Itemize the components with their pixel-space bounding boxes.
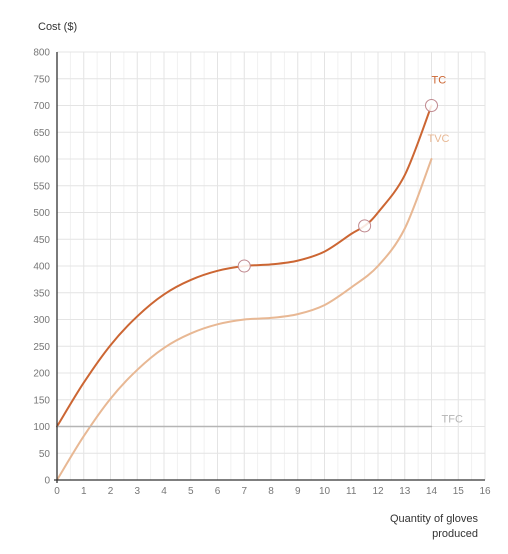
label-layer: TC TVC TFC Quantity of gloves produced	[390, 75, 479, 541]
x-tick-label: 14	[426, 486, 438, 497]
y-tick-label: 0	[44, 476, 50, 487]
tc-line	[56, 104, 433, 428]
grid	[56, 51, 486, 481]
y-tick-label: 50	[39, 449, 51, 460]
x-tick-label: 1	[81, 486, 87, 497]
y-tick-label: 200	[33, 369, 50, 380]
series-layer	[56, 104, 433, 481]
x-tick-label: 12	[372, 486, 384, 497]
tc-marker	[425, 99, 438, 112]
x-tick-label: 6	[215, 486, 221, 497]
x-tick-label: 11	[346, 486, 357, 497]
tfc-label: TFC	[442, 414, 463, 426]
x-tick-label: 7	[241, 486, 247, 497]
y-tick-label: 150	[33, 395, 50, 406]
x-tick-label: 4	[161, 486, 167, 497]
y-tick-label: 750	[33, 74, 50, 85]
y-tick-label: 800	[33, 48, 50, 59]
x-tick-label: 13	[399, 486, 411, 497]
y-tick-label: 550	[33, 181, 50, 192]
y-tick-label: 400	[33, 262, 50, 273]
x-tick-label: 2	[108, 486, 114, 497]
x-tick-label: 10	[319, 486, 331, 497]
y-tick-label: 250	[33, 342, 50, 353]
y-tick-label: 650	[33, 128, 50, 139]
x-axis-title-line1: Quantity of gloves	[390, 513, 479, 525]
y-tick-label: 700	[33, 101, 50, 112]
x-tick-label: 8	[268, 486, 274, 497]
tvc-label: TVC	[428, 133, 450, 145]
y-tick-label: 300	[33, 315, 50, 326]
tc-label: TC	[432, 75, 447, 87]
x-tick-label: 5	[188, 486, 194, 497]
x-tick-label: 15	[453, 486, 465, 497]
x-tick-label: 9	[295, 486, 301, 497]
y-tick-label: 450	[33, 235, 50, 246]
tvc-line	[56, 158, 433, 481]
tc-marker	[237, 259, 251, 273]
x-tick-label: 3	[134, 486, 140, 497]
axes: 0501001502002503003504004505005506006507…	[33, 48, 491, 498]
y-tick-label: 350	[33, 288, 50, 299]
marker-layer	[237, 99, 438, 273]
y-axis-title: Cost ($)	[38, 21, 77, 33]
x-tick-label: 0	[54, 486, 60, 497]
tc-marker	[358, 219, 372, 233]
x-axis-title-line2: produced	[432, 528, 478, 540]
x-tick-label: 16	[479, 486, 491, 497]
y-tick-label: 100	[33, 422, 50, 433]
y-tick-label: 500	[33, 208, 50, 219]
y-tick-label: 600	[33, 155, 50, 166]
